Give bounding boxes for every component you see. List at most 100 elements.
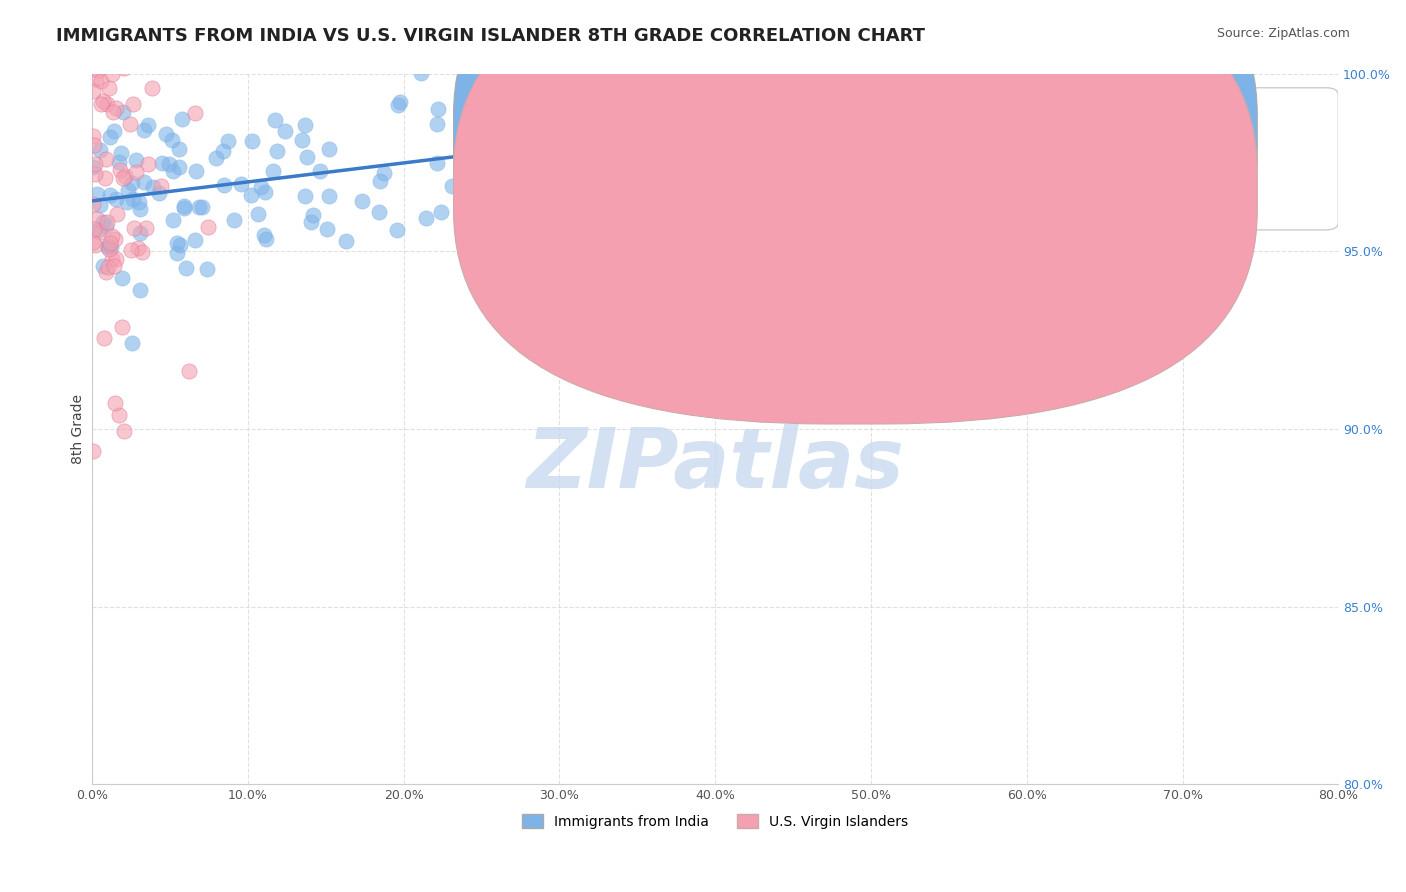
Point xyxy=(125,153,148,167)
Point xyxy=(426,102,449,116)
Point xyxy=(104,396,127,410)
Point xyxy=(177,364,200,378)
Point xyxy=(129,226,152,240)
Point xyxy=(411,66,433,80)
Point xyxy=(111,52,134,66)
Point xyxy=(111,171,134,186)
Point xyxy=(82,129,104,144)
Point xyxy=(142,179,165,194)
Point xyxy=(110,145,132,160)
Point xyxy=(91,215,114,229)
Point xyxy=(387,223,409,237)
Point xyxy=(94,170,117,185)
Point xyxy=(191,200,214,214)
Point xyxy=(302,208,325,222)
Point xyxy=(112,61,135,75)
Point xyxy=(897,122,920,136)
Point xyxy=(87,48,110,62)
Point xyxy=(127,241,149,255)
Point xyxy=(169,161,191,175)
Point xyxy=(91,94,114,108)
Point xyxy=(101,67,124,81)
Point xyxy=(84,48,107,62)
Point xyxy=(125,165,148,179)
Point xyxy=(169,238,191,252)
Point xyxy=(105,193,128,207)
Point xyxy=(187,201,209,215)
Point xyxy=(162,164,184,178)
Point xyxy=(184,233,207,247)
Point xyxy=(136,118,159,132)
Text: ZIPatlas: ZIPatlas xyxy=(526,424,904,505)
Point xyxy=(498,200,520,214)
Point xyxy=(82,48,104,62)
Point xyxy=(138,157,160,171)
Point xyxy=(231,177,253,191)
Point xyxy=(900,210,922,224)
Point xyxy=(114,169,136,183)
Text: IMMIGRANTS FROM INDIA VS U.S. VIRGIN ISLANDER 8TH GRADE CORRELATION CHART: IMMIGRANTS FROM INDIA VS U.S. VIRGIN ISL… xyxy=(56,27,925,45)
Point xyxy=(93,330,115,344)
Y-axis label: 8th Grade: 8th Grade xyxy=(72,394,86,464)
Point xyxy=(108,408,131,422)
Point xyxy=(160,133,183,147)
Point xyxy=(204,151,226,165)
Point xyxy=(98,187,121,202)
Point xyxy=(1094,143,1116,157)
Point xyxy=(610,89,633,103)
Point xyxy=(97,260,120,274)
Point xyxy=(134,175,156,189)
Point xyxy=(546,190,568,204)
Point xyxy=(89,225,111,239)
Point xyxy=(118,52,141,66)
Point xyxy=(465,152,488,166)
Point xyxy=(273,124,295,138)
Point xyxy=(240,187,263,202)
Point xyxy=(132,122,155,136)
Point xyxy=(166,236,188,251)
Point xyxy=(120,243,142,257)
Point xyxy=(82,84,104,98)
Point xyxy=(91,48,114,62)
Point xyxy=(157,157,180,171)
Point xyxy=(82,444,104,458)
Point xyxy=(560,69,582,83)
Point xyxy=(318,142,340,156)
Point xyxy=(98,129,121,144)
Legend: Immigrants from India, U.S. Virgin Islanders: Immigrants from India, U.S. Virgin Islan… xyxy=(517,808,914,834)
Point xyxy=(100,240,122,254)
Point xyxy=(89,198,111,212)
Point xyxy=(155,127,177,141)
Point xyxy=(97,240,120,254)
Point xyxy=(98,80,121,95)
Point xyxy=(131,245,153,260)
Point xyxy=(440,178,463,193)
Point xyxy=(96,219,118,233)
Point xyxy=(309,164,332,178)
Point xyxy=(167,142,190,156)
Point xyxy=(315,222,337,236)
Point xyxy=(87,223,110,237)
Point xyxy=(111,104,134,119)
Point xyxy=(100,252,122,266)
Point xyxy=(197,220,219,235)
Point xyxy=(86,211,108,226)
Point xyxy=(373,166,395,180)
Point xyxy=(253,227,276,242)
Point xyxy=(250,179,273,194)
Point xyxy=(90,74,112,88)
Point xyxy=(676,100,699,114)
Point xyxy=(214,178,236,193)
Point xyxy=(108,154,131,169)
Point xyxy=(103,260,125,274)
Point xyxy=(98,235,121,250)
Point xyxy=(89,143,111,157)
Point xyxy=(90,97,112,112)
Point xyxy=(84,157,107,171)
Point xyxy=(388,95,411,109)
Point xyxy=(195,262,218,277)
Point xyxy=(83,138,105,153)
Point xyxy=(184,164,207,178)
Point xyxy=(96,238,118,252)
Point xyxy=(368,174,391,188)
